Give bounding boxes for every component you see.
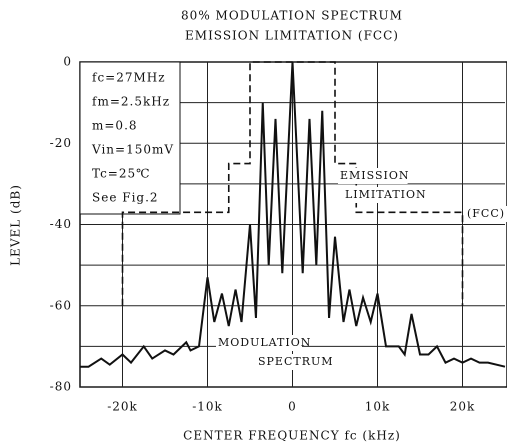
y-tick-label: -40 [50,217,72,231]
annotation: MODULATION [218,336,311,349]
y-axis-label: LEVEL (dB) [9,184,23,266]
annotation-bg [338,168,408,184]
condition-text: Tc=25℃ [92,167,151,181]
condition-text: See Fig.2 [92,191,159,205]
x-tick-label: 20k [450,400,476,414]
y-tick-label: 0 [63,55,72,69]
y-tick-label: -80 [50,380,72,394]
limit-line [121,61,464,306]
condition-text: fm=2.5kHz [92,95,170,109]
annotation: LIMITATION [345,188,427,201]
annotation-bg [343,187,429,203]
annotation: SPECTRUM [258,355,334,368]
condition-text: fc=27MHz [92,71,166,85]
x-axis-label: CENTER FREQUENCY fc (kHz) [183,429,401,443]
annotation: EMISSION [340,169,410,182]
condition-text: Vin=150mV [91,143,174,157]
x-tick-label: -10k [192,400,223,414]
x-tick-label: 0 [288,400,297,414]
condition-box [79,61,181,215]
annotation: (FCC) [467,207,505,220]
x-tick-label: 10k [365,400,391,414]
y-tick-label: -60 [50,298,72,312]
annotation-bg [256,354,326,370]
x-tick-label: -20k [107,400,138,414]
chart-subtitle: EMISSION LIMITATION (FCC) [185,29,399,43]
condition-text: m=0.8 [92,119,138,133]
annotation-bg [216,335,302,351]
chart-title: 80% MODULATION SPECTRUM [181,9,403,23]
annotation-bg [465,206,507,222]
y-tick-label: -20 [50,136,72,150]
spectrum-line [80,61,506,368]
